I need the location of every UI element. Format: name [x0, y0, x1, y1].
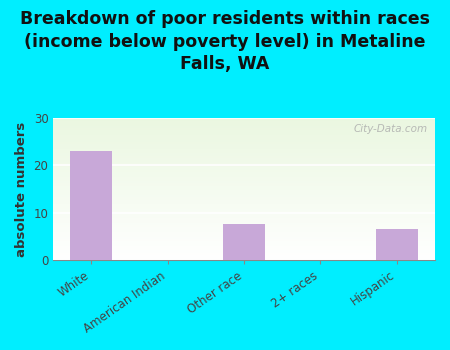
Bar [223, 224, 265, 260]
Text: Breakdown of poor residents within races
(income below poverty level) in Metalin: Breakdown of poor residents within races… [20, 10, 430, 73]
Bar [376, 229, 418, 260]
Bar [71, 151, 112, 260]
Y-axis label: absolute numbers: absolute numbers [15, 121, 28, 257]
Text: City-Data.com: City-Data.com [353, 124, 428, 134]
